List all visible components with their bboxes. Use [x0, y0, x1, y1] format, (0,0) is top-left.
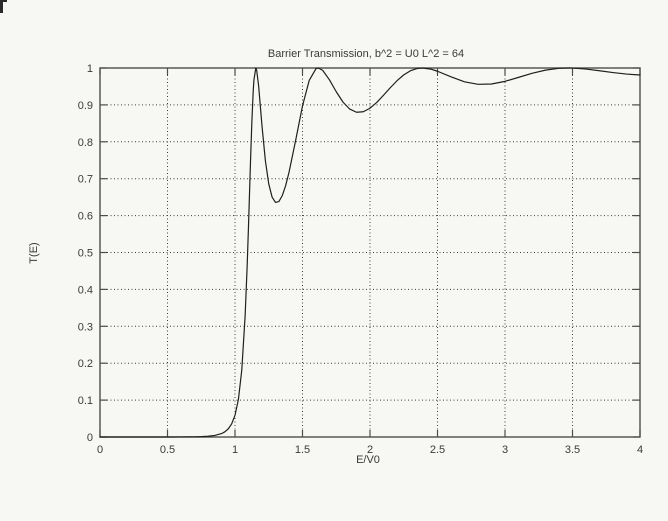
x-tick-label: 3: [502, 444, 508, 456]
y-tick-label: 0.1: [78, 395, 93, 407]
x-axis-label: E/V0: [356, 454, 380, 466]
y-tick-label: 1: [87, 63, 93, 75]
y-tick-label: 0.9: [78, 100, 93, 112]
x-tick-label: 4: [637, 444, 643, 456]
y-tick-label: 0.7: [78, 174, 93, 186]
x-tick-label: 1: [232, 444, 238, 456]
x-tick-label: 2.5: [430, 444, 445, 456]
x-tick-label: 2: [367, 444, 373, 456]
y-tick-label: 0.4: [78, 284, 93, 296]
y-axis-label: T(E): [28, 242, 40, 263]
x-tick-label: 3.5: [565, 444, 580, 456]
transmission-curve: [99, 67, 641, 438]
y-tick-label: 0.8: [78, 137, 93, 149]
y-tick-label: 0: [87, 432, 93, 444]
scan-artifact-corner-mark: [0, 0, 7, 13]
x-tick-label: 0.5: [160, 444, 175, 456]
y-tick-label: 0.6: [78, 211, 93, 223]
y-tick-label: 0.5: [78, 248, 93, 260]
y-tick-label: 0.2: [78, 358, 93, 370]
x-tick-label: 1.5: [295, 444, 310, 456]
x-tick-label: 0: [97, 444, 103, 456]
plot-frame: [99, 67, 641, 438]
y-tick-label: 0.3: [78, 321, 93, 333]
chart-title: Barrier Transmission, b^2 = U0 L^2 = 64: [268, 48, 464, 60]
